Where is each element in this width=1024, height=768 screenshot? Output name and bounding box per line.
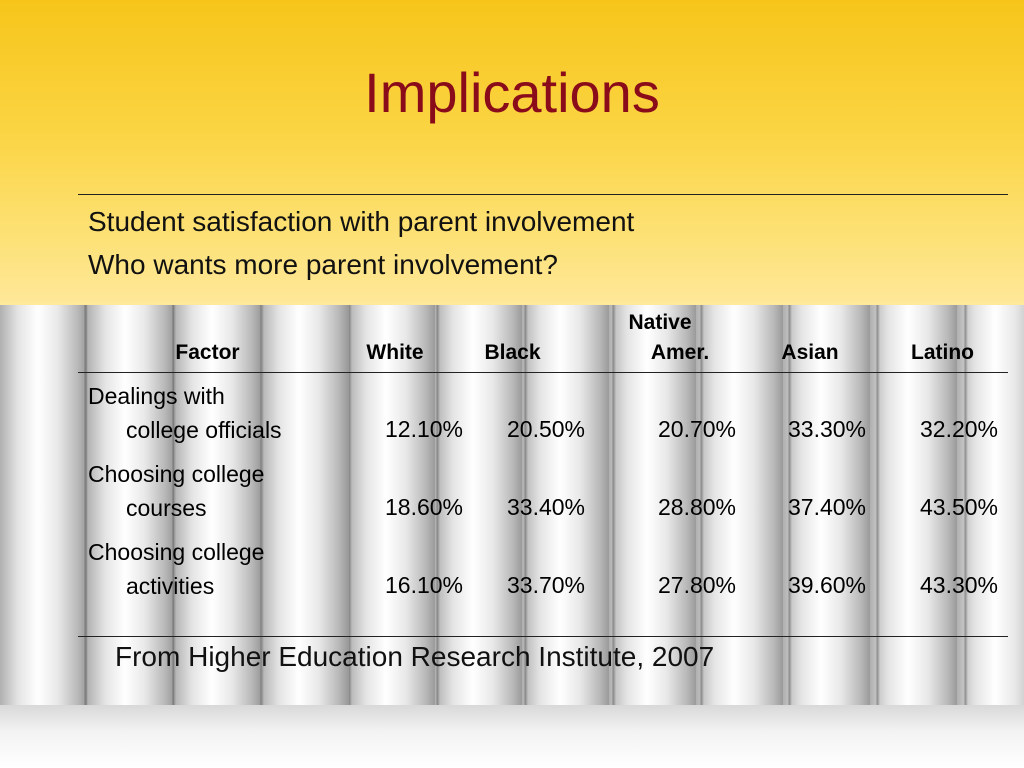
header-native-line1: Native bbox=[628, 311, 692, 334]
cell-native: 28.80% bbox=[657, 494, 736, 520]
subtitle-line-2: Who wants more parent involvement? bbox=[88, 249, 558, 280]
slide-title: Implications bbox=[364, 61, 660, 124]
factor-line-1: Choosing college bbox=[88, 539, 265, 565]
table-bottom-divider bbox=[78, 636, 1008, 637]
header-native-line2: Amer. bbox=[650, 341, 710, 364]
table-row-factor: Choosing college activities bbox=[88, 535, 338, 603]
factor-line-1: Choosing college bbox=[88, 461, 265, 487]
header-white: White bbox=[366, 341, 424, 364]
cell-native: 27.80% bbox=[657, 572, 736, 598]
header-asian: Asian bbox=[781, 341, 839, 364]
factor-line-2: courses bbox=[126, 495, 207, 521]
cell-asian: 39.60% bbox=[787, 572, 866, 598]
header-gradient-band bbox=[0, 0, 1024, 305]
footer-band bbox=[0, 705, 1024, 768]
table-row-factor: Choosing college courses bbox=[88, 457, 338, 525]
factor-line-2: college officials bbox=[126, 417, 282, 443]
table-header-divider bbox=[78, 372, 1008, 373]
cell-latino: 32.20% bbox=[919, 416, 998, 442]
table-row-factor: Dealings with college officials bbox=[88, 379, 338, 447]
cell-asian: 33.30% bbox=[787, 416, 866, 442]
header-black: Black bbox=[484, 341, 541, 364]
cell-white: 18.60% bbox=[384, 494, 463, 520]
cell-asian: 37.40% bbox=[787, 494, 866, 520]
title-divider bbox=[78, 194, 1008, 195]
factor-line-1: Dealings with bbox=[88, 383, 225, 409]
header-factor: Factor bbox=[175, 341, 240, 364]
cell-black: 33.40% bbox=[506, 494, 585, 520]
cell-black: 20.50% bbox=[506, 416, 585, 442]
header-latino: Latino bbox=[911, 341, 974, 364]
cell-black: 33.70% bbox=[506, 572, 585, 598]
cell-white: 12.10% bbox=[384, 416, 463, 442]
subtitle-line-1: Student satisfaction with parent involve… bbox=[88, 206, 635, 237]
cell-latino: 43.30% bbox=[919, 572, 998, 598]
cell-native: 20.70% bbox=[657, 416, 736, 442]
pillar-shading bbox=[0, 305, 1024, 705]
cell-white: 16.10% bbox=[384, 572, 463, 598]
cell-latino: 43.50% bbox=[919, 494, 998, 520]
factor-line-2: activities bbox=[126, 573, 215, 599]
source-citation: From Higher Education Research Institute… bbox=[115, 641, 715, 672]
